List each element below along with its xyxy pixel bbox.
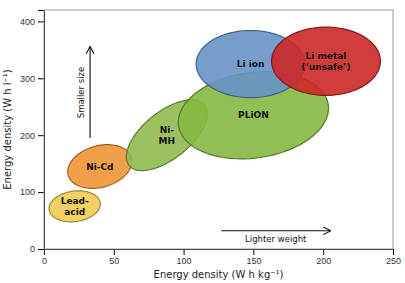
tick-label: 200	[316, 256, 331, 266]
tick: 0	[30, 244, 44, 254]
x-axis: 0 50 100 150 200 250	[42, 249, 401, 266]
region-label: Li metal(‘unsafe’)	[301, 51, 350, 71]
x-axis-title: Energy density (W h kg⁻¹)	[154, 269, 284, 280]
region-label: Lead-acid	[61, 196, 89, 216]
region	[49, 191, 100, 222]
tick-label: 400	[20, 17, 35, 27]
tick-mark	[38, 135, 44, 136]
tick-label: 0	[42, 256, 47, 266]
annotation: Lighter weight	[245, 234, 307, 244]
tick-label: 250	[386, 256, 401, 266]
y-axis: 0 100 200 300 400	[20, 11, 45, 255]
region-label: PLiON	[238, 110, 269, 120]
tick: 200	[316, 249, 331, 266]
region-label: Ni-MH	[159, 125, 176, 145]
tick: 100	[177, 249, 192, 266]
tick-label: 0	[30, 244, 35, 254]
region	[68, 145, 132, 189]
tick: 200	[20, 131, 44, 141]
labels: Lead-acid Ni-Cd Ni-MH PLiON Li ion Li metal(‘…	[61, 51, 351, 244]
tick: 0	[42, 249, 47, 266]
arrow	[90, 47, 91, 138]
tick-label: 150	[246, 256, 261, 266]
tick-mark	[184, 249, 185, 255]
tick: 300	[20, 74, 44, 84]
plot: 0 50 100 150 200 250 0 100 200 300 400 Lead-acid Ni-…	[20, 10, 401, 266]
tick-mark	[38, 78, 44, 79]
tick-mark	[38, 192, 44, 193]
tick-mark	[114, 249, 115, 255]
tick-mark	[323, 249, 324, 255]
chart: 0 50 100 150 200 250 0 100 200 300 400 Lead-acid Ni-…	[0, 0, 405, 283]
tick: 150	[246, 249, 261, 266]
tick: 50	[109, 249, 119, 266]
y-axis-title: Energy density (W h l⁻¹)	[2, 69, 13, 190]
tick-label: 100	[177, 256, 192, 266]
region	[272, 27, 381, 95]
tick: 250	[386, 249, 401, 266]
regions	[49, 27, 380, 231]
tick-mark	[253, 249, 254, 255]
tick-label: 100	[20, 187, 35, 197]
tick-label: 50	[109, 256, 119, 266]
tick-mark	[393, 249, 394, 255]
region-label: Li ion	[237, 59, 265, 69]
tick-mark	[38, 21, 44, 22]
tick-label: 300	[20, 74, 35, 84]
arrow	[221, 230, 330, 231]
region-label: Ni-Cd	[86, 162, 113, 172]
tick: 100	[20, 187, 44, 197]
tick-mark	[38, 249, 44, 250]
annotation: Smaller size	[76, 67, 86, 119]
tick: 400	[20, 17, 44, 27]
plot-frame	[44, 10, 393, 249]
tick-label: 200	[20, 131, 35, 141]
axis-line	[45, 250, 394, 256]
